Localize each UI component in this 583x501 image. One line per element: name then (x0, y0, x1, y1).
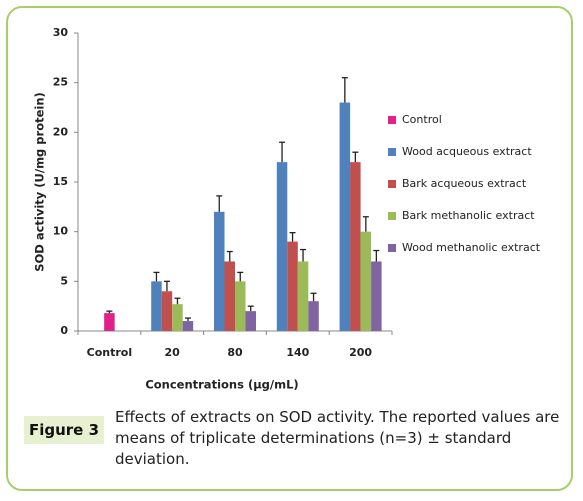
bar (287, 241, 298, 331)
bar (151, 281, 162, 331)
error-bar (106, 310, 113, 314)
bar (371, 261, 382, 331)
legend-label: Control (402, 113, 442, 126)
bar (339, 102, 351, 332)
bar (161, 291, 173, 331)
error-bar (174, 297, 181, 305)
bar (224, 261, 235, 331)
y-tick-label: 5 (60, 274, 68, 287)
chart: SOD activity (U/mg protein) Concentratio… (33, 26, 541, 392)
figure-frame (6, 6, 573, 491)
error-bar (184, 317, 191, 322)
figure-caption: Effects of extracts on SOD activity. The… (115, 408, 560, 468)
error-bar (163, 280, 170, 292)
bar (172, 304, 183, 331)
legend-label: Bark acqueous extract (402, 177, 527, 190)
bar (235, 281, 246, 331)
bar (350, 162, 361, 331)
legend-swatch (388, 212, 396, 220)
figure-label: Figure 3 (24, 416, 104, 444)
error-bar (279, 141, 286, 163)
error-bar (216, 195, 223, 212)
y-tick-label: 10 (53, 225, 69, 238)
error-bar (153, 271, 160, 282)
x-tick-label: 140 (286, 346, 309, 359)
y-tick-label: 30 (53, 26, 69, 39)
legend-swatch (388, 148, 396, 156)
error-bar (352, 151, 359, 163)
y-axis-title: SOD activity (U/mg protein) (33, 92, 47, 272)
bar (245, 311, 256, 331)
x-tick-label: 200 (349, 346, 372, 359)
error-bar (362, 216, 369, 232)
error-bar (226, 250, 233, 262)
bar (297, 261, 309, 331)
y-tick-label: 20 (53, 125, 69, 138)
legend-label: Wood acqueous extract (402, 145, 532, 158)
bar (214, 211, 225, 331)
error-bar (300, 248, 307, 262)
y-tick-label: 0 (60, 324, 68, 337)
legend-swatch (388, 116, 396, 124)
legend-label: Wood methanolic extract (402, 241, 541, 254)
legend-swatch (388, 180, 396, 188)
bar (360, 231, 372, 331)
bar (104, 313, 115, 331)
bar (308, 301, 319, 331)
error-bar (247, 305, 254, 312)
y-tick-label: 15 (53, 175, 68, 188)
x-tick-label: 80 (227, 346, 243, 359)
error-bar (341, 77, 348, 103)
x-tick-label: Control (87, 346, 132, 359)
error-bar (237, 271, 244, 282)
error-bar (310, 292, 317, 302)
error-bar (289, 232, 296, 242)
x-axis-title: Concentrations (µg/mL) (145, 378, 298, 392)
error-bar (373, 249, 380, 262)
legend-swatch (388, 244, 396, 252)
x-tick-label: 20 (165, 346, 181, 359)
legend-label: Bark methanolic extract (402, 209, 535, 222)
y-tick-label: 25 (53, 76, 68, 89)
bar (276, 162, 288, 331)
bar (182, 321, 194, 331)
